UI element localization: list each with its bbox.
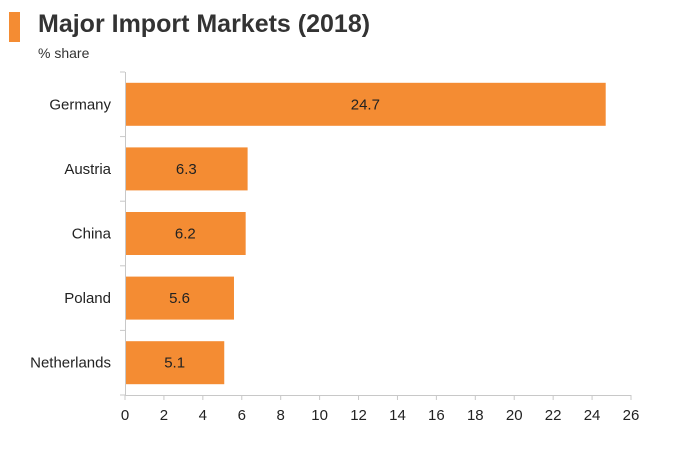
data-label-germany: 24.7 (351, 96, 380, 113)
chart-subtitle: % share (38, 45, 90, 61)
x-tick-label: 0 (121, 407, 129, 424)
x-tick-label: 24 (584, 407, 601, 424)
category-label-china: China (72, 226, 112, 243)
x-tick-label: 2 (160, 407, 168, 424)
x-tick-label: 26 (623, 407, 640, 424)
bar-germany (125, 82, 606, 126)
category-label-germany: Germany (49, 96, 111, 113)
x-tick-label: 18 (467, 407, 484, 424)
category-label-poland: Poland (64, 290, 111, 307)
x-tick-label: 16 (428, 407, 445, 424)
title-accent-bar (9, 12, 20, 42)
x-tick-label: 4 (199, 407, 207, 424)
bar-austria (125, 147, 248, 191)
data-label-poland: 5.6 (169, 290, 190, 307)
category-label-netherlands: Netherlands (30, 355, 111, 372)
x-tick-label: 12 (350, 407, 367, 424)
x-tick-label: 14 (389, 407, 406, 424)
data-label-netherlands: 5.1 (164, 355, 185, 372)
x-tick-label: 8 (277, 407, 285, 424)
chart-title: Major Import Markets (2018) (38, 10, 371, 38)
x-tick-label: 22 (545, 407, 562, 424)
data-label-austria: 6.3 (176, 161, 197, 178)
data-label-china: 6.2 (175, 226, 196, 243)
bar-netherlands (125, 341, 225, 385)
x-tick-label: 10 (311, 407, 328, 424)
bar-china (125, 212, 246, 255)
bar-poland (125, 276, 234, 320)
x-tick-label: 6 (238, 407, 246, 424)
x-tick-label: 20 (506, 407, 523, 424)
category-label-austria: Austria (64, 161, 111, 178)
